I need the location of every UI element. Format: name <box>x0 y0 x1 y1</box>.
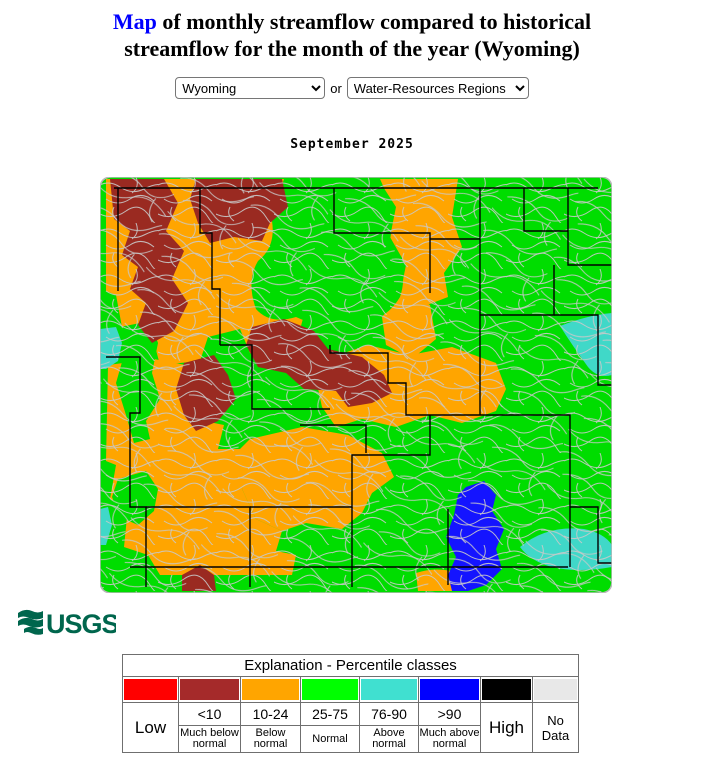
legend-range-much-below: <10 <box>178 702 241 726</box>
swatch-much-above-normal <box>420 679 479 700</box>
stream-lines-layer-2 <box>100 177 612 593</box>
legend-label-no-data: No Data <box>532 702 579 753</box>
legend-range-normal: 25-75 <box>300 702 360 726</box>
streamflow-map[interactable] <box>99 176 613 594</box>
swatch-below-normal <box>242 679 299 700</box>
swatch-much-below-normal <box>180 679 239 700</box>
legend-label-low: Low <box>122 702 179 753</box>
legend-title: Explanation - Percentile classes <box>122 654 579 677</box>
legend-sub-above: Above normal <box>359 725 419 753</box>
usgs-logo: USGS <box>16 606 120 639</box>
legend-sub-normal: Normal <box>300 725 360 753</box>
legend-label-high: High <box>480 702 533 753</box>
swatch-above-normal <box>361 679 417 700</box>
usgs-logo-text: USGS <box>46 609 116 638</box>
controls-row: Wyoming or Water-Resources Regions <box>0 77 704 99</box>
usgs-wave-icon <box>18 609 43 635</box>
swatch-no-data <box>534 679 577 700</box>
legend-range-above: 76-90 <box>359 702 419 726</box>
legend-swatch-row <box>122 676 579 703</box>
map-date-label: September 2025 <box>290 137 414 152</box>
legend-sub-much-above: Much above normal <box>418 725 481 753</box>
swatch-high <box>482 679 531 700</box>
region-select[interactable]: Water-Resources Regions <box>346 77 529 99</box>
legend-table: Explanation - Percentile classes Low <10… <box>122 654 579 753</box>
legend-range-below: 10-24 <box>240 702 301 726</box>
swatch-low <box>124 679 177 700</box>
state-select[interactable]: Wyoming <box>175 77 326 99</box>
page-title: Map of monthly streamflow compared to hi… <box>0 8 704 62</box>
title-line-1-text: of monthly streamflow compared to histor… <box>156 9 592 34</box>
legend-sub-below: Below normal <box>240 725 301 753</box>
title-line-2: streamflow for the month of the year (Wy… <box>124 36 580 61</box>
map-link[interactable]: Map <box>112 9 157 34</box>
swatch-normal <box>302 679 358 700</box>
legend-sub-much-below: Much below normal <box>178 725 241 753</box>
title-line-1: Map of monthly streamflow compared to hi… <box>0 8 704 35</box>
or-label: or <box>330 80 342 96</box>
county-boundary-lines <box>106 187 612 587</box>
legend-range-much-above: >90 <box>418 702 481 726</box>
wyoming-map-svg <box>99 176 613 594</box>
